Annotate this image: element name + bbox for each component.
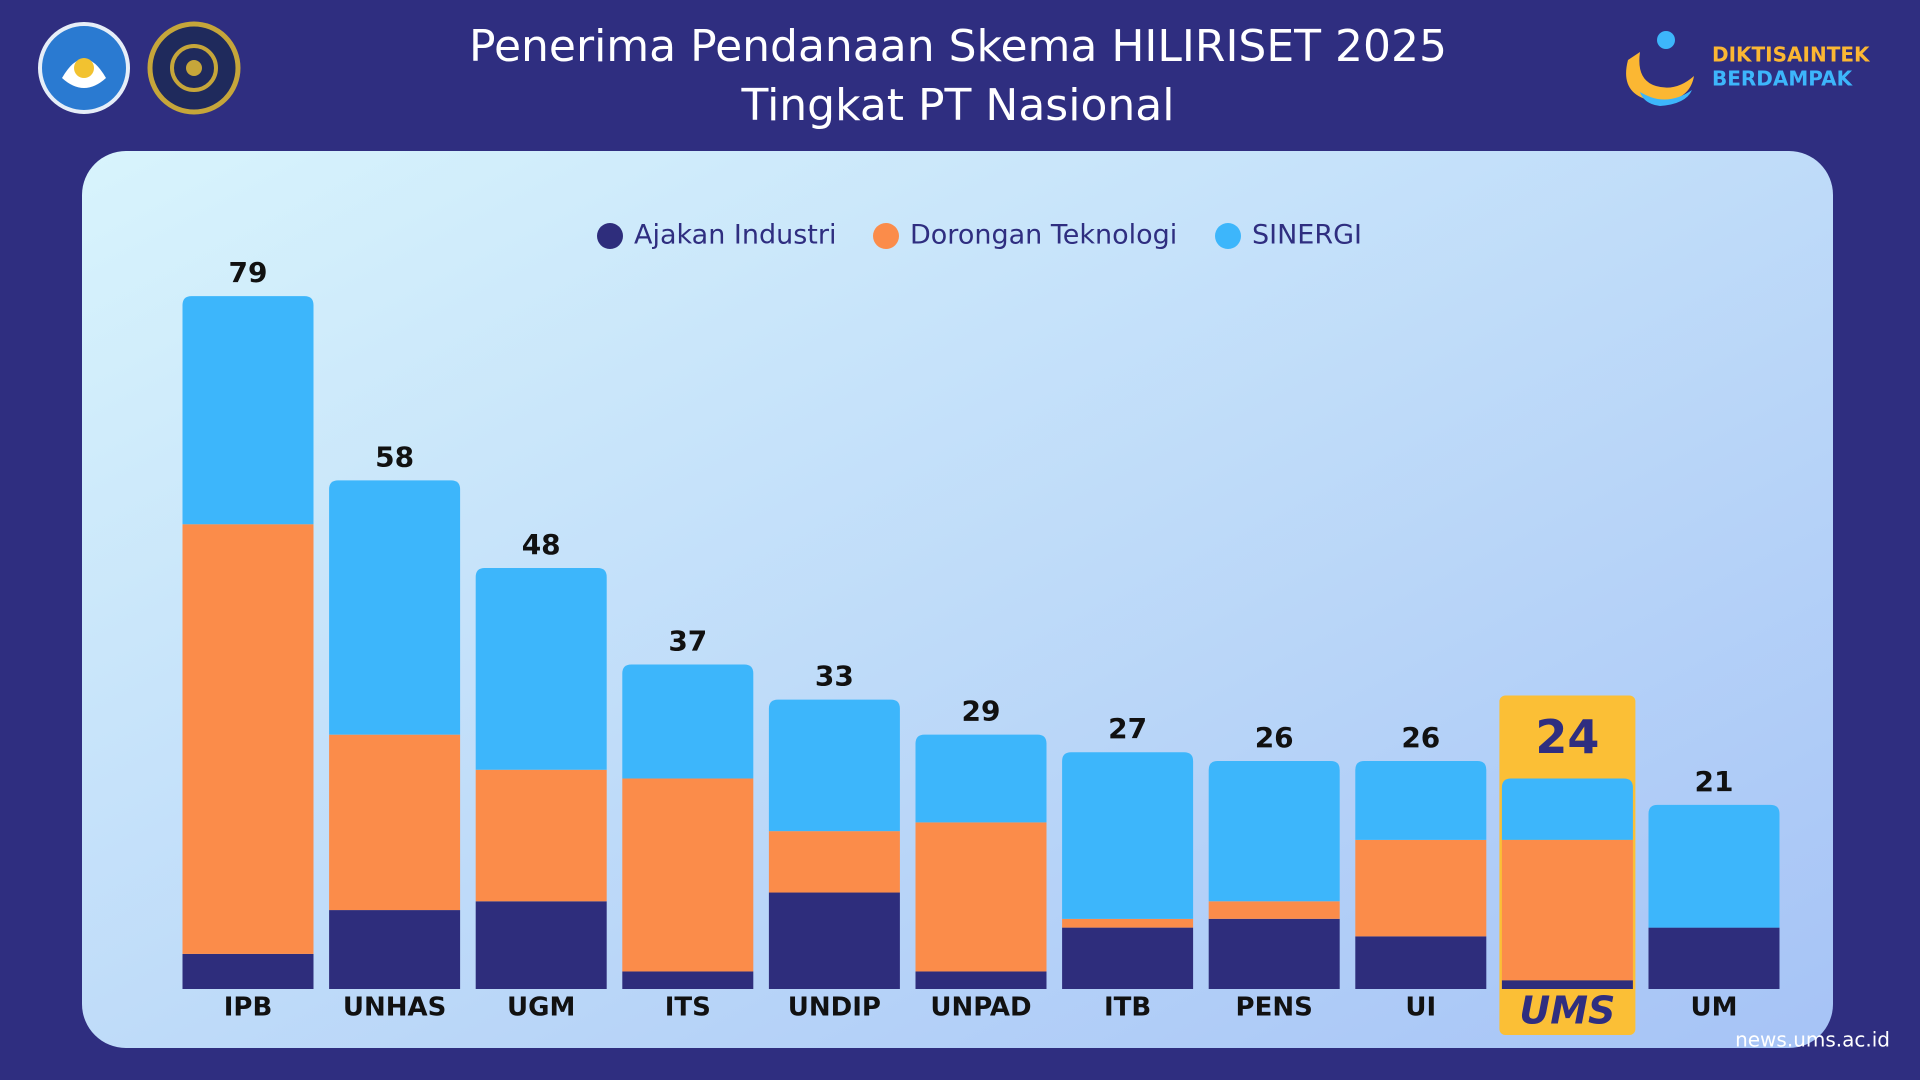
x-tick-label: UNHAS [343, 993, 446, 1023]
bar-segment [1648, 804, 1780, 928]
bar-segment [915, 822, 1047, 972]
total-label: 26 [1401, 721, 1440, 754]
bar-segment [622, 778, 754, 972]
bar-segment [329, 480, 461, 735]
bar-segment [1355, 760, 1487, 840]
bar-segment [768, 892, 900, 989]
bar-segment [768, 831, 900, 893]
total-label: 37 [668, 625, 707, 658]
source: news.ums.ac.id [1735, 1028, 1890, 1052]
total-label: 58 [375, 440, 414, 473]
total-label: 29 [962, 695, 1001, 728]
bar-segment [1062, 918, 1194, 928]
total-label: 33 [815, 660, 854, 693]
total-label: 26 [1255, 721, 1294, 754]
logo-brand: DIKTISAINTEK BERDAMPAK [1626, 31, 1871, 106]
x-tick-label: UM [1691, 993, 1738, 1023]
chart-subtitle: Tingkat PT Nasional [741, 80, 1175, 131]
x-tick-label: UNPAD [930, 993, 1031, 1023]
bar-segment [1062, 927, 1194, 989]
bar-segment [182, 524, 314, 954]
bar-segment [622, 971, 754, 989]
bar-segment [1501, 980, 1633, 989]
bar-segment [1648, 927, 1780, 989]
x-tick-label: ITB [1104, 993, 1151, 1023]
total-label: 79 [229, 256, 268, 289]
legend-label: SINERGI [1252, 220, 1362, 251]
x-tick-label: PENS [1236, 993, 1313, 1023]
legend-label: Dorongan Teknologi [910, 220, 1177, 251]
x-tick-label: UMS [1519, 989, 1615, 1033]
bar-segment [768, 699, 900, 832]
bar-segment [475, 568, 607, 770]
bar-segment [1501, 839, 1633, 981]
bar-segment [1208, 901, 1340, 919]
bar-segment [475, 901, 607, 989]
bar-segment [622, 664, 754, 779]
x-tick-label: UGM [507, 993, 575, 1023]
brand-line: DIKTISAINTEK [1712, 43, 1871, 67]
legend-swatch [597, 223, 623, 249]
bar-segment [182, 296, 314, 525]
bar-segment [1208, 918, 1340, 989]
chart-title: Penerima Pendanaan Skema HILIRISET 2025 [469, 21, 1447, 72]
bar-segment [1501, 778, 1633, 840]
total-label: 21 [1695, 765, 1734, 798]
plot: Ajakan Industri Dorongan Teknologi SINERGI… [182, 220, 1780, 1035]
x-tick-label: IPB [224, 993, 273, 1023]
total-label: 24 [1535, 710, 1599, 764]
legend-swatch [873, 223, 899, 249]
bar-segment [475, 769, 607, 902]
bar-segment [1208, 760, 1340, 902]
x-tick-label: UNDIP [788, 993, 881, 1023]
bar-segment [182, 953, 314, 989]
legend-label: Ajakan Industri [634, 220, 837, 251]
brand-line: BERDAMPAK [1712, 67, 1854, 91]
legend-swatch [1215, 223, 1241, 249]
bar-segment [1355, 936, 1487, 989]
bar-segment [329, 910, 461, 989]
logo-left [38, 21, 241, 115]
bar-segment [915, 971, 1047, 989]
total-label: 48 [522, 528, 561, 561]
bar-segment [329, 734, 461, 911]
x-tick-label: ITS [665, 993, 711, 1023]
bar-segment [1355, 839, 1487, 937]
bar-segment [1062, 752, 1194, 919]
total-label: 27 [1108, 712, 1147, 745]
bar-segment [915, 734, 1047, 823]
x-tick-label: UI [1405, 993, 1436, 1023]
